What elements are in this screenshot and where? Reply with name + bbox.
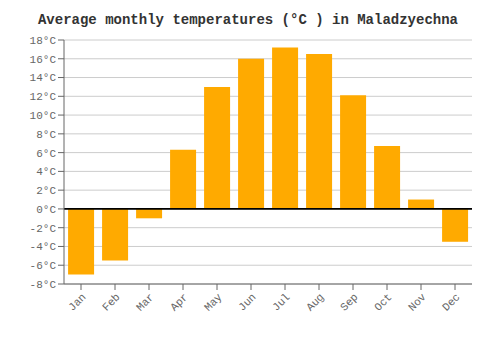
svg-text:4°C: 4°C <box>36 166 56 178</box>
svg-text:Oct: Oct <box>372 291 394 313</box>
svg-text:Aug: Aug <box>304 291 326 313</box>
svg-text:Jul: Jul <box>270 291 292 313</box>
svg-text:0°C: 0°C <box>36 204 56 216</box>
svg-text:Jun: Jun <box>236 291 258 313</box>
svg-text:Mar: Mar <box>134 291 156 313</box>
svg-text:-8°C: -8°C <box>30 279 57 291</box>
svg-text:Sep: Sep <box>338 291 360 313</box>
html-text:Average monthly temperatures (: Average monthly temperatures (°C ) in Ma… <box>38 12 458 28</box>
svg-text:Apr: Apr <box>168 291 190 313</box>
svg-text:Feb: Feb <box>100 291 122 313</box>
svg-text:2°C: 2°C <box>36 185 56 197</box>
svg-text:Dec: Dec <box>440 291 462 313</box>
svg-text:18°C: 18°C <box>30 35 57 47</box>
svg-text:-2°C: -2°C <box>30 223 57 235</box>
svg-text:Jan: Jan <box>66 291 88 313</box>
svg-text:-6°C: -6°C <box>30 260 57 272</box>
svg-text:10°C: 10°C <box>30 110 57 122</box>
svg-text:Nov: Nov <box>406 291 429 314</box>
svg-text:May: May <box>202 291 225 314</box>
svg-text:-4°C: -4°C <box>30 241 57 253</box>
svg-text:8°C: 8°C <box>36 129 56 141</box>
svg-text:6°C: 6°C <box>36 148 56 160</box>
svg-text:14°C: 14°C <box>30 72 57 84</box>
svg-text:12°C: 12°C <box>30 91 57 103</box>
svg-text:16°C: 16°C <box>30 54 57 66</box>
